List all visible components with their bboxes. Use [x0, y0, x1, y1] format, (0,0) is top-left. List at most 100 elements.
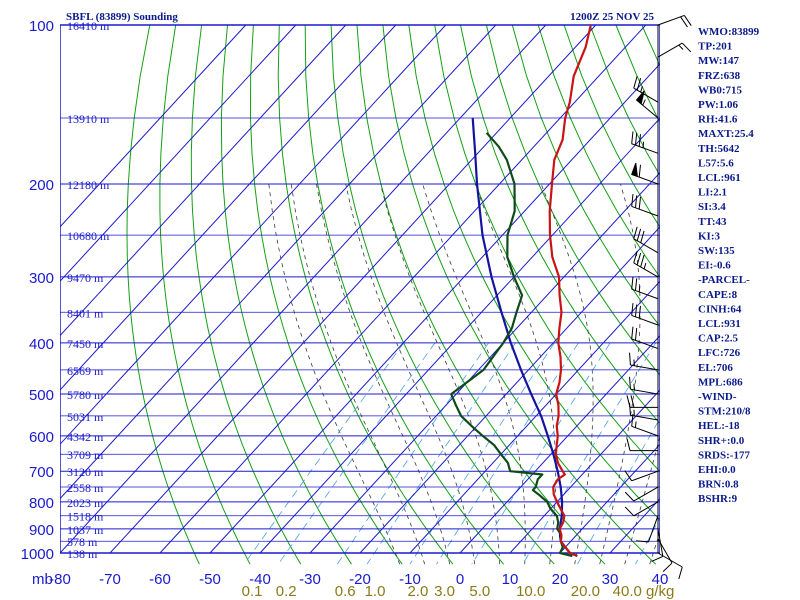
wind-barb: [631, 194, 659, 217]
pressure-tick-label: 800: [29, 495, 54, 512]
dry-adiabat-line: [126, 24, 200, 565]
dry-adiabat-line: [304, 24, 504, 565]
wind-barb: [629, 352, 659, 371]
sounding-index-label: WB0:715: [698, 84, 743, 96]
sounding-index-label: EL:706: [698, 362, 733, 374]
sounding-index-label: KI:3: [698, 230, 721, 242]
mixing-ratio-line: [336, 342, 489, 565]
temperature-tick-label: -40: [249, 571, 271, 588]
temperature-tick-label: 0: [456, 571, 464, 588]
dry-adiabat-line: [485, 24, 660, 376]
wind-barb: [629, 376, 659, 395]
wind-barb: [631, 326, 659, 350]
sounding-index-label: STM:210/8: [698, 406, 751, 418]
mixing-ratio-line: [635, 516, 660, 565]
dry-adiabat-line: [434, 24, 660, 473]
wind-barb: [631, 162, 659, 185]
height-label: 2023 m: [67, 496, 104, 510]
mixing-ratio-tick-label: 0.1: [242, 583, 263, 600]
mixing-ratio-tick-label: 0.2: [276, 583, 297, 600]
isotherm-line: [309, 171, 660, 554]
sounding-index-label: BRN:0.8: [698, 479, 739, 491]
sounding-index-label: HEL:-18: [698, 420, 740, 432]
moist-adiabat-line: [474, 183, 557, 565]
pressure-tick-label: 900: [29, 522, 54, 539]
temperature-tick-label: -60: [149, 571, 171, 588]
temperature-tick-label: -20: [349, 571, 371, 588]
height-label: 5031 m: [67, 410, 104, 424]
sounding-index-label: CINH:64: [698, 303, 742, 315]
height-labels: 16410 m 13910 m 12180 m 10680 m 9470 m 8401 m…: [67, 19, 110, 561]
mixing-ratio-line: [471, 342, 611, 565]
height-label: 3120 m: [67, 465, 104, 479]
isotherm-line: [60, 24, 297, 282]
dry-adiabat-line: [220, 24, 352, 565]
height-label: 7450 m: [67, 337, 104, 351]
height-label: 6569 m: [67, 364, 104, 378]
moist-adiabat-line: [380, 183, 501, 565]
height-label: 10680 m: [67, 229, 110, 243]
temperature-tick-label: 10: [502, 571, 519, 588]
wind-barb: [626, 438, 658, 452]
temperature-tick-label: 20: [552, 571, 569, 588]
dry-adiabat-line: [771, 25, 800, 564]
sounding-index-label: SI:3.4: [698, 201, 726, 213]
isotherm-line: [60, 24, 347, 337]
height-label: 3709 m: [67, 448, 104, 462]
height-label: 12180 m: [67, 178, 110, 192]
sounding-profiles: [450, 24, 592, 558]
height-label: 16410 m: [67, 19, 110, 33]
pressure-temperature-grid: [60, 24, 660, 554]
height-label: 138 m: [67, 547, 98, 561]
isotherm-line: [259, 117, 660, 554]
moist-adiabat-line: [316, 183, 451, 565]
sounding-index-label: LFC:726: [698, 347, 741, 359]
dry-adiabat-line: [330, 24, 555, 565]
dry-adiabat-line: [563, 24, 660, 228]
mixing-ratio-line: [366, 342, 516, 565]
temperature-axis-labels: -80 -70 -60 -50 -40 -30 -20 -10 0 10 20 30 40: [49, 571, 668, 588]
mixing-ratio-tick-label: 5.0: [469, 583, 490, 600]
wind-barbs: [624, 14, 692, 580]
height-label: 5780 m: [67, 388, 104, 402]
sounding-index-label: FRZ:638: [698, 70, 741, 82]
mixing-ratio-tick-label: 0.6: [335, 583, 356, 600]
wind-barb: [629, 402, 659, 421]
height-label: 1037 m: [67, 523, 104, 537]
wind-barb: [657, 538, 673, 573]
sounding-index-label: SHR+:0.0: [698, 435, 745, 447]
mixing-ratio-line: [277, 342, 436, 565]
isotherm-line: [60, 24, 247, 228]
sounding-index-label: SW:135: [698, 245, 735, 257]
isotherm-line: [159, 24, 647, 554]
sounding-index-label: MAXT:25.4: [698, 128, 754, 140]
sounding-index-label: TT:43: [698, 216, 727, 228]
dry-adiabat-line: [249, 24, 403, 565]
y-unit-label: mb: [32, 571, 53, 588]
sounding-indices: WMO:83899 TP:201 MW:147 FRZ:638 WB0:715 PW:1.…: [698, 26, 760, 505]
sounding-index-label: TH:5642: [698, 143, 740, 155]
sounding-index-label: LCL:931: [698, 318, 741, 330]
dry-adiabat-line: [745, 25, 800, 564]
mixing-ratio-tick-label: 20.0: [571, 583, 600, 600]
sounding-index-label: -PARCEL-: [698, 274, 750, 286]
temperature-tick-label: -70: [99, 571, 121, 588]
pressure-tick-label: 600: [29, 429, 54, 446]
sounding-index-label: EI:-0.6: [698, 260, 731, 272]
isotherm-line: [509, 389, 660, 554]
dry-adiabat-line: [277, 24, 454, 565]
dry-adiabat-line: [190, 24, 302, 565]
height-label: 9470 m: [67, 271, 104, 285]
dewpoint-profile-line: [450, 132, 573, 558]
mixing-ratio-line: [436, 342, 579, 565]
mixing-ratio-lines: [243, 342, 660, 565]
pressure-tick-label: 1000: [21, 546, 54, 563]
sounding-index-label: -WIND-: [698, 391, 737, 403]
isotherm-line: [60, 24, 397, 391]
pressure-tick-label: 200: [29, 177, 54, 194]
isotherm-line: [109, 24, 597, 554]
sounding-index-label: PW:1.06: [698, 99, 739, 111]
mixing-ratio-tick-label: 2.0: [407, 583, 428, 600]
dry-adiabat-line: [356, 24, 606, 565]
isotherm-line: [409, 280, 660, 554]
